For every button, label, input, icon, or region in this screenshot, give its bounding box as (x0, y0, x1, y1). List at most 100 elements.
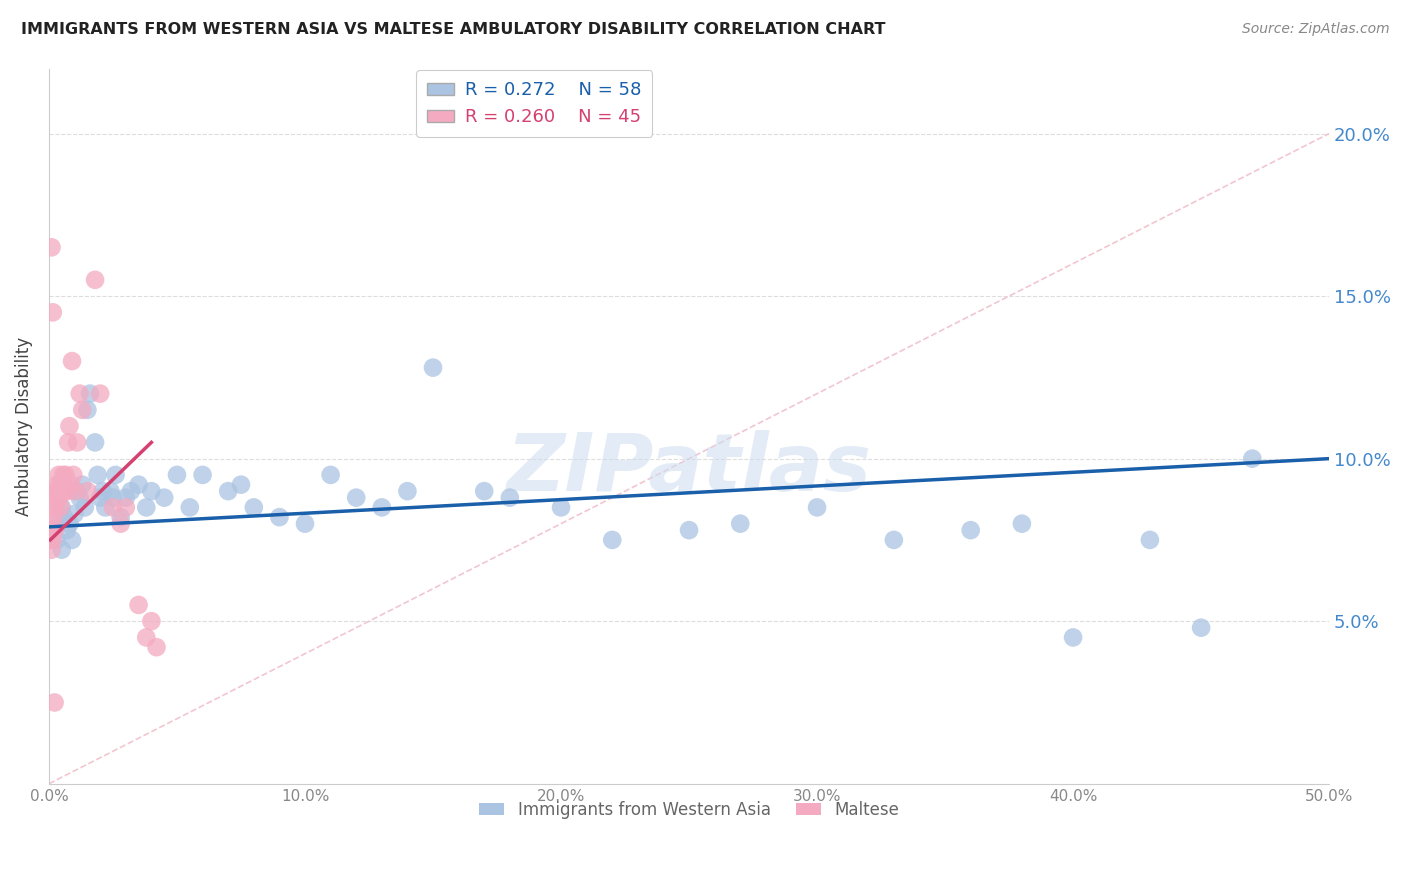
Point (41, 516, 63, 531)
Point (84, 273, 107, 287)
Point (94, 500, 117, 515)
Point (73, 500, 96, 515)
Point (52, 467, 75, 482)
Point (42, 500, 65, 515)
Point (499, 491, 522, 505)
Point (179, 500, 201, 515)
Point (48, 467, 70, 482)
Point (294, 516, 316, 531)
Point (114, 500, 136, 515)
Point (44, 696, 66, 710)
Point (58, 516, 80, 531)
Point (62, 467, 84, 482)
Point (1011, 516, 1033, 531)
Point (141, 614, 163, 628)
Point (60, 354, 83, 368)
Point (76, 484, 98, 499)
Point (371, 500, 394, 515)
Point (89, 491, 111, 505)
Point (678, 523, 700, 537)
Point (59, 477, 82, 491)
Y-axis label: Ambulatory Disability: Ambulatory Disability (15, 336, 32, 516)
Point (51, 477, 73, 491)
Point (58, 419, 80, 434)
Point (69, 386, 91, 401)
Point (42, 523, 65, 537)
Point (84, 435, 107, 450)
Point (153, 491, 176, 505)
Point (396, 484, 419, 499)
Point (45, 533, 67, 547)
Point (110, 510, 132, 524)
Point (56, 484, 79, 499)
Point (44, 523, 66, 537)
Point (550, 500, 572, 515)
Point (48, 477, 70, 491)
Point (135, 500, 157, 515)
Point (883, 533, 905, 547)
Point (45, 491, 67, 505)
Point (959, 523, 981, 537)
Point (89, 386, 111, 401)
Point (101, 500, 124, 515)
Point (191, 467, 214, 482)
Point (63, 484, 86, 499)
Point (166, 467, 188, 482)
Point (229, 477, 252, 491)
Point (41, 542, 63, 557)
Point (69, 491, 91, 505)
Point (1189, 621, 1212, 635)
Point (45, 484, 67, 499)
Text: IMMIGRANTS FROM WESTERN ASIA VS MALTESE AMBULATORY DISABILITY CORRELATION CHART: IMMIGRANTS FROM WESTERN ASIA VS MALTESE … (21, 22, 886, 37)
Point (60, 533, 83, 547)
Point (472, 484, 495, 499)
Point (76, 402, 98, 417)
Legend: Immigrants from Western Asia, Maltese: Immigrants from Western Asia, Maltese (472, 794, 905, 825)
Text: Source: ZipAtlas.com: Source: ZipAtlas.com (1241, 22, 1389, 37)
Point (53, 510, 76, 524)
Point (141, 484, 163, 499)
Point (39, 523, 62, 537)
Point (600, 533, 623, 547)
Text: ZIPatlas: ZIPatlas (506, 430, 872, 508)
Point (110, 516, 132, 531)
Point (41, 240, 63, 254)
Point (422, 360, 444, 375)
Point (1241, 451, 1264, 466)
Point (269, 510, 291, 524)
Point (48, 491, 70, 505)
Point (63, 507, 86, 521)
Point (217, 484, 239, 499)
Point (39, 533, 62, 547)
Point (145, 640, 167, 655)
Point (51, 500, 73, 515)
Point (319, 467, 342, 482)
Point (66, 484, 89, 499)
Point (44, 500, 66, 515)
Point (66, 435, 89, 450)
Point (72, 477, 94, 491)
Point (55, 467, 77, 482)
Point (91, 484, 114, 499)
Point (79, 386, 101, 401)
Point (42, 533, 65, 547)
Point (243, 500, 266, 515)
Point (56, 435, 79, 450)
Point (46, 484, 69, 499)
Point (51, 542, 73, 557)
Point (101, 491, 124, 505)
Point (46, 477, 69, 491)
Point (114, 491, 136, 505)
Point (730, 516, 752, 531)
Point (42, 510, 65, 524)
Point (100, 484, 122, 499)
Point (49, 500, 72, 515)
Point (344, 491, 367, 505)
Point (51, 484, 73, 499)
Point (104, 467, 127, 482)
Point (120, 484, 142, 499)
Point (48, 516, 70, 531)
Point (53, 484, 76, 499)
Point (135, 631, 157, 645)
Point (806, 500, 828, 515)
